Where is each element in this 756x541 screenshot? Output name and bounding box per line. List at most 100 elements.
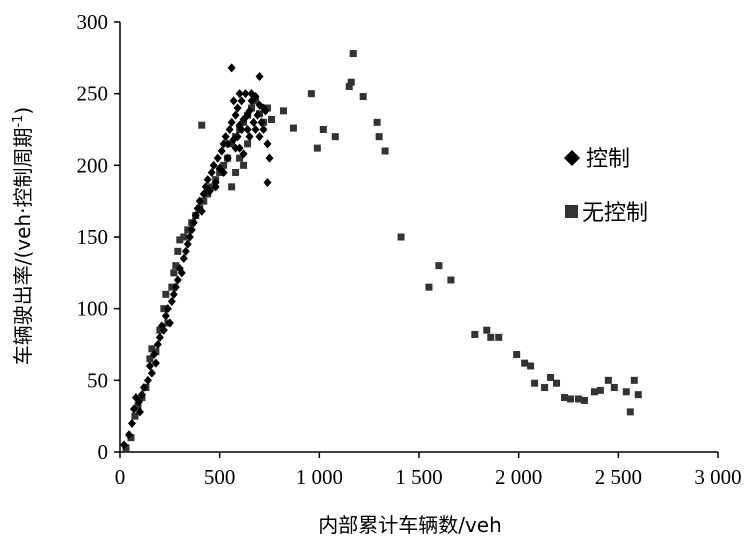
diamond-point [217, 146, 226, 156]
diamond-point [124, 430, 133, 440]
y-axis-title-sup: -1 [11, 115, 26, 128]
y-axis-title-close: ) [11, 107, 35, 115]
square-point [345, 83, 353, 90]
diamond-point [259, 103, 268, 113]
legend-label-control: 控制 [586, 147, 630, 172]
square-point [547, 373, 555, 381]
square-point [347, 78, 355, 86]
series-no-control [122, 50, 642, 452]
square-point [483, 326, 491, 334]
square-point [307, 90, 315, 98]
square-point [131, 412, 139, 420]
square-point [566, 395, 574, 403]
square-point [574, 395, 582, 403]
square-point [397, 233, 405, 241]
diamond-point [189, 218, 198, 228]
diamond-point [237, 96, 246, 106]
square-point [553, 379, 561, 387]
diamond-point [227, 63, 236, 73]
diamond-point [135, 407, 144, 417]
x-axis-title: 内部累计车辆数/veh [318, 513, 502, 537]
diamond-point [205, 186, 214, 196]
diamond-point [165, 318, 174, 328]
legend-diamond-marker [564, 150, 580, 166]
ticks: 0 500 1 000 1 500 2 000 2 500 3 000 0 50 100 150 20… [77, 10, 742, 489]
diamond-point [245, 132, 254, 142]
square-point [146, 355, 154, 363]
diamond-point [209, 160, 218, 170]
square-point [487, 333, 495, 341]
x-tick-label: 2 000 [495, 465, 542, 489]
square-point [590, 388, 598, 396]
diamond-point [223, 139, 232, 149]
diamond-point [249, 117, 258, 127]
diamond-point [233, 103, 242, 113]
diamond-point [219, 168, 228, 177]
square-point [152, 348, 160, 356]
diamond-point [185, 232, 194, 242]
diamond-point [223, 153, 232, 163]
diamond-point [171, 282, 180, 292]
legend-label-no-control: 无控制 [582, 201, 648, 226]
square-point [172, 262, 180, 270]
diamond-point [167, 297, 176, 306]
square-point [198, 121, 206, 129]
square-point [349, 50, 357, 58]
square-point [425, 283, 433, 291]
diamond-point [221, 132, 230, 142]
diamond-point [187, 225, 196, 235]
diamond-point [233, 132, 242, 142]
diamond-point [229, 96, 238, 106]
diamond-point [161, 311, 170, 321]
diamond-point [149, 350, 158, 360]
diamond-point [183, 239, 192, 249]
square-point [495, 333, 503, 341]
y-tick-label: 200 [77, 153, 109, 177]
square-point [596, 386, 604, 394]
diamond-point [239, 149, 248, 159]
diamond-point [227, 117, 236, 127]
diamond-point [173, 275, 182, 285]
diamond-point [181, 246, 190, 256]
diamond-point [153, 340, 162, 349]
diamond-point [147, 368, 156, 378]
y-axis-title: 车辆驶出率/(veh·控制周期-1) [11, 107, 35, 366]
square-point [313, 144, 321, 152]
square-point [541, 384, 549, 391]
square-point [174, 247, 182, 255]
square-point [622, 388, 630, 396]
diamond-point [207, 168, 216, 177]
square-point [610, 384, 618, 391]
x-tick-label: 500 [204, 465, 236, 489]
diamond-point [159, 325, 168, 335]
x-tick-label: 2 500 [595, 465, 642, 489]
diamond-point [151, 358, 160, 368]
x-tick-label: 0 [115, 465, 126, 489]
diamond-point [253, 110, 262, 120]
diamond-point [225, 125, 234, 134]
axes [119, 22, 718, 453]
x-tick-label: 1 000 [296, 465, 343, 489]
diamond-point [235, 89, 244, 99]
square-point [634, 391, 642, 399]
diamond-point [263, 139, 272, 149]
x-tick-label: 1 500 [395, 465, 442, 489]
square-point [236, 154, 244, 162]
diamond-point [243, 110, 252, 120]
svg-text:车辆驶出率/(veh·控制周期-1): 车辆驶出率/(veh·控制周期-1) [11, 107, 35, 366]
diamond-point [243, 125, 252, 134]
diamond-point [265, 153, 274, 163]
y-tick-label: 50 [87, 368, 108, 392]
square-point [447, 276, 455, 284]
square-point [375, 133, 383, 141]
square-point [521, 359, 529, 367]
square-point [244, 140, 252, 148]
series-control [119, 63, 274, 450]
square-point [279, 107, 287, 115]
legend-item-control: 控制 [564, 147, 630, 172]
square-point [359, 93, 367, 101]
y-tick-label: 0 [98, 440, 109, 464]
square-point [604, 376, 612, 384]
diamond-point [155, 332, 164, 342]
square-point [180, 233, 188, 241]
